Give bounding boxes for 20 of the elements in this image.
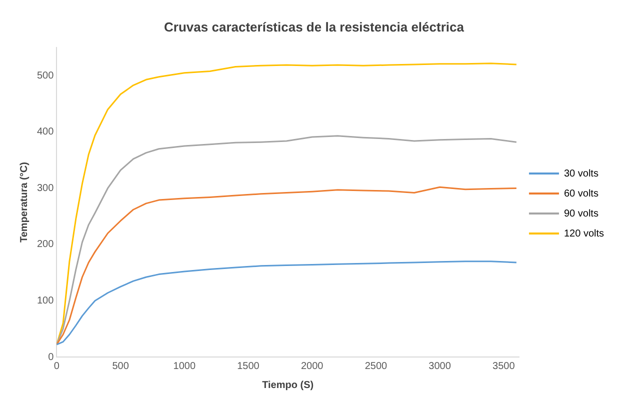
- x-tick-label: 500: [112, 360, 130, 372]
- y-tick-label: 100: [36, 295, 54, 306]
- x-tick-label: 2000: [300, 360, 324, 372]
- x-tick-label: 3500: [492, 360, 516, 372]
- y-axis-title: Temperatura (°C): [18, 162, 30, 243]
- x-tick-label: 1000: [173, 360, 196, 372]
- y-tick-label: 500: [36, 70, 54, 82]
- x-tick-label: 1500: [237, 360, 260, 372]
- legend-label: 120 volts: [564, 228, 604, 240]
- y-tick-label: 400: [36, 126, 54, 138]
- legend-label: 90 volts: [564, 208, 598, 220]
- legend-label: 30 volts: [564, 168, 598, 180]
- y-tick-label: 300: [36, 182, 54, 194]
- x-tick-label: 2500: [364, 360, 388, 372]
- legend-label: 60 volts: [564, 188, 598, 200]
- y-tick-label: 200: [36, 239, 54, 250]
- x-axis-title: Tiempo (S): [262, 380, 314, 391]
- x-tick-label: 3000: [428, 360, 452, 372]
- y-tick-label: 0: [48, 352, 54, 363]
- chart-title: Cruvas características de la resistencia eléctrica: [164, 19, 465, 34]
